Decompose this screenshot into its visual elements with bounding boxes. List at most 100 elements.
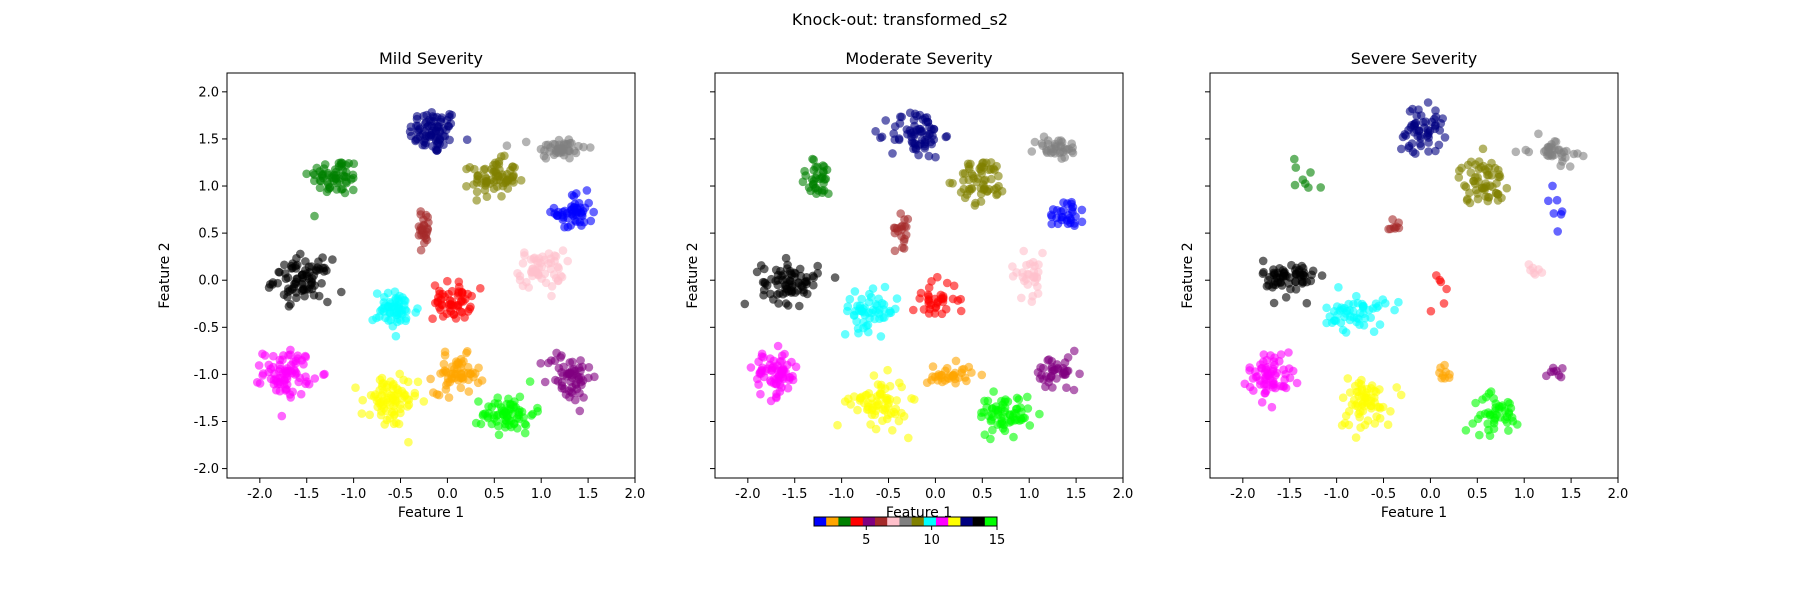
scatter-point bbox=[1284, 279, 1293, 288]
scatter-point bbox=[284, 302, 294, 311]
scatter-point bbox=[909, 115, 919, 125]
scatter-point bbox=[563, 140, 572, 149]
scatter-point bbox=[929, 124, 939, 134]
scatter-point bbox=[1047, 357, 1057, 366]
scatter-point bbox=[392, 317, 402, 327]
x-tick-label: -2.0 bbox=[1230, 487, 1255, 502]
scatter-point bbox=[1544, 196, 1553, 206]
colorbar-segment bbox=[960, 517, 973, 526]
scatter-point bbox=[1270, 379, 1279, 389]
scatter-point bbox=[907, 394, 916, 403]
scatter-point bbox=[776, 266, 785, 276]
scatter-point bbox=[1442, 284, 1451, 294]
scatter-point bbox=[928, 362, 938, 371]
scatter-point bbox=[1245, 382, 1255, 392]
y-tick-label: 0.0 bbox=[198, 274, 219, 289]
scatter-point bbox=[922, 378, 932, 388]
scatter-point bbox=[264, 283, 274, 292]
scatter-point bbox=[1487, 158, 1496, 168]
panel-3: -2.0 -1.5 -1.0 -0.5 0.0 0.5 1.0 1.5 2.0 Severe Se… bbox=[1180, 49, 1628, 521]
scatter-point bbox=[1280, 375, 1289, 384]
scatter-point bbox=[279, 351, 288, 360]
scatter-point bbox=[421, 210, 431, 220]
scatter-point bbox=[1480, 409, 1490, 419]
scatter-point bbox=[1334, 283, 1343, 292]
scatter-point bbox=[993, 189, 1002, 199]
scatter-point bbox=[941, 366, 950, 376]
scatter-point bbox=[756, 389, 765, 399]
scatter-point bbox=[1352, 291, 1361, 301]
colorbar-tick-label: 15 bbox=[989, 533, 1006, 548]
scatter-point bbox=[404, 437, 413, 447]
scatter-point bbox=[895, 378, 904, 388]
scatter-point bbox=[1036, 363, 1045, 372]
scatter-point bbox=[389, 379, 398, 389]
scatter-point bbox=[881, 116, 890, 125]
figure-suptitle: Knock-out: transformed_s2 bbox=[792, 10, 1008, 30]
scatter-point bbox=[436, 369, 445, 378]
scatter-point bbox=[937, 309, 947, 319]
scatter-point bbox=[876, 133, 885, 143]
scatter-point bbox=[869, 371, 879, 380]
scatter-point bbox=[1454, 173, 1464, 182]
scatter-point bbox=[518, 259, 528, 268]
scatter-point bbox=[1316, 183, 1325, 192]
scatter-point bbox=[419, 221, 429, 230]
scatter-point bbox=[1337, 303, 1346, 313]
scatter-point bbox=[301, 351, 310, 361]
scatter-point bbox=[1483, 419, 1492, 429]
scatter-point bbox=[1424, 138, 1433, 147]
scatter-points bbox=[252, 108, 599, 447]
scatter-point bbox=[433, 298, 443, 307]
scatter-point bbox=[416, 245, 426, 255]
scatter-point bbox=[1007, 417, 1016, 426]
scatter-point bbox=[934, 370, 943, 379]
scatter-point bbox=[1457, 163, 1466, 173]
scatter-point bbox=[281, 274, 291, 284]
scatter-point bbox=[1423, 98, 1433, 107]
scatter-point bbox=[310, 211, 319, 221]
scatter-point bbox=[767, 274, 776, 284]
scatter-point bbox=[443, 378, 453, 387]
scatter-point bbox=[942, 278, 952, 288]
scatter-point bbox=[956, 188, 966, 197]
scatter-point bbox=[553, 262, 563, 272]
scatter-point bbox=[1553, 227, 1562, 236]
scatter-point bbox=[1398, 132, 1408, 142]
x-tick-label: -2.0 bbox=[735, 487, 760, 502]
scatter-point bbox=[1392, 383, 1401, 392]
scatter-point bbox=[269, 375, 279, 385]
x-tick-label: -0.5 bbox=[876, 487, 901, 502]
scatter-point bbox=[391, 398, 400, 408]
scatter-point bbox=[1579, 151, 1588, 161]
colorbar-segment bbox=[972, 517, 986, 526]
scatter-point bbox=[1056, 147, 1065, 156]
scatter-point bbox=[1262, 386, 1271, 396]
scatter-point bbox=[1345, 388, 1355, 397]
x-tick-label: 0.0 bbox=[1420, 487, 1441, 502]
scatter-point bbox=[1476, 163, 1486, 172]
scatter-point bbox=[888, 426, 897, 435]
scatter-point bbox=[444, 393, 454, 402]
scatter-point bbox=[413, 377, 423, 387]
scatter-point bbox=[910, 109, 920, 119]
scatter-point bbox=[582, 186, 592, 195]
scatter-point bbox=[479, 165, 489, 174]
scatter-point bbox=[462, 182, 471, 191]
scatter-point bbox=[1444, 373, 1454, 383]
scatter-point bbox=[577, 380, 586, 390]
scatter-point bbox=[329, 176, 339, 186]
scatter-point bbox=[1291, 285, 1301, 294]
scatter-point bbox=[1329, 307, 1339, 316]
scatter-point bbox=[1354, 409, 1363, 419]
scatter-point bbox=[474, 397, 483, 406]
scatter-point bbox=[465, 163, 475, 172]
scatter-point bbox=[787, 357, 796, 367]
scatter-point bbox=[989, 387, 998, 396]
scatter-point bbox=[880, 282, 890, 292]
scatter-point bbox=[892, 396, 901, 405]
scatter-point bbox=[565, 146, 574, 156]
scatter-point bbox=[849, 392, 859, 401]
